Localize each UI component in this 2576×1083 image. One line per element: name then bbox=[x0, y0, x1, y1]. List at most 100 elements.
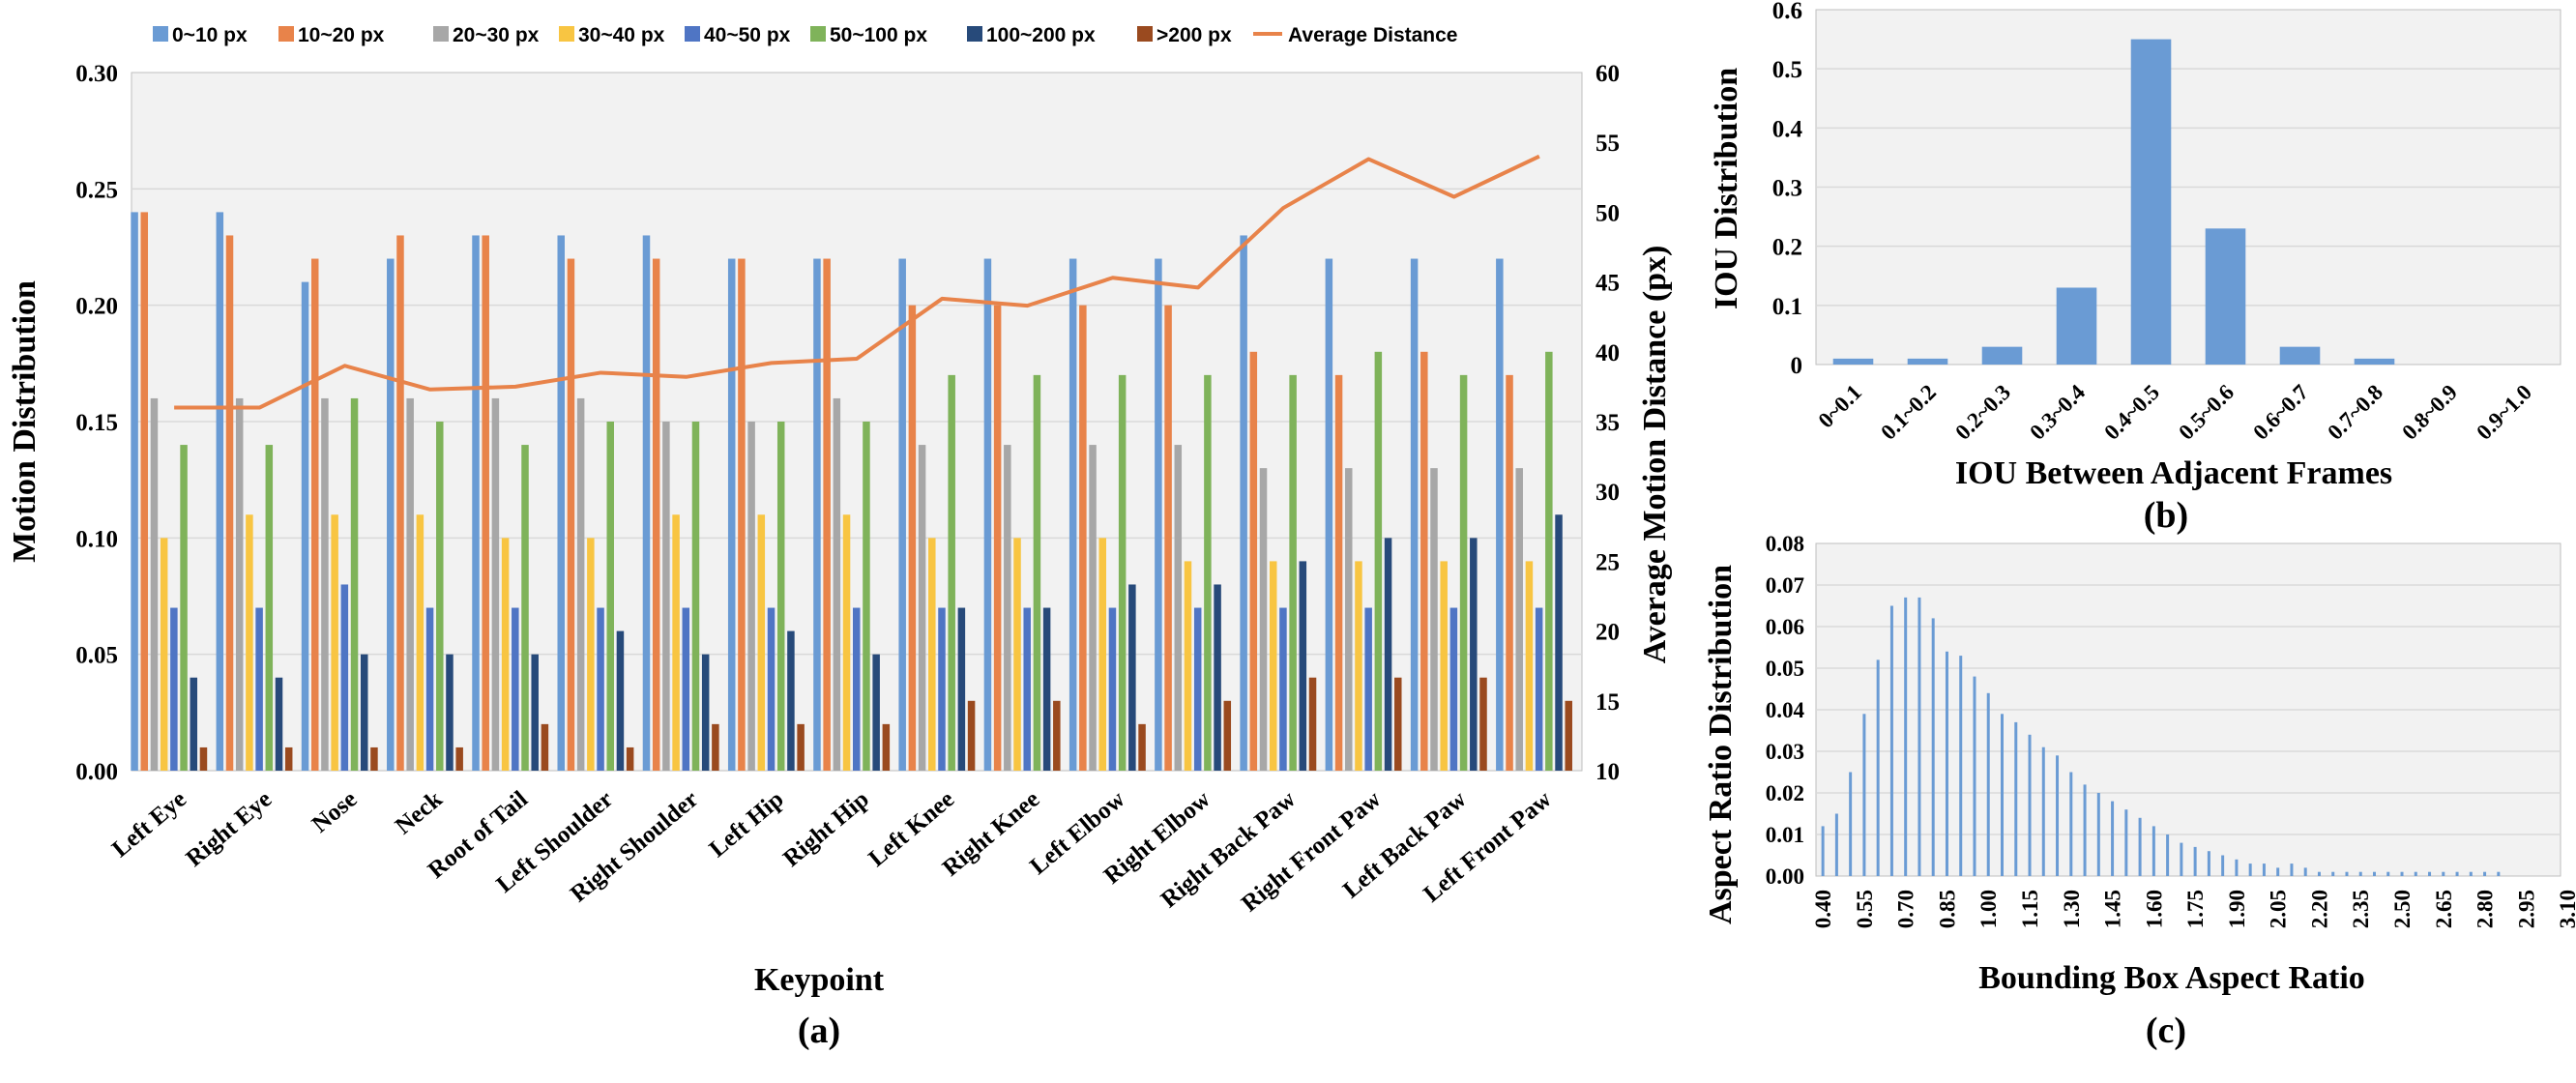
bar-100-200-px bbox=[1299, 561, 1307, 771]
bar-30-40-px bbox=[501, 538, 510, 771]
legend-swatch bbox=[1137, 26, 1153, 42]
legend-label: 10~20 px bbox=[298, 24, 385, 46]
bar-40-50-px bbox=[1364, 607, 1372, 771]
bar-100-200-px bbox=[1214, 584, 1221, 771]
x-tick-label: 0.5~0.6 bbox=[2174, 380, 2239, 445]
x-tick-label: Nose bbox=[307, 786, 363, 838]
bar-50-100-px bbox=[1118, 374, 1127, 771]
bar-30-40-px bbox=[842, 514, 851, 771]
bar-100-200-px bbox=[701, 654, 710, 771]
bar-30-40-px bbox=[1440, 561, 1448, 771]
bar-100-200-px bbox=[1470, 538, 1478, 771]
legend-swatch bbox=[967, 26, 982, 42]
y2-tick-label: 30 bbox=[1595, 480, 1620, 506]
y-tick-label: 0.00 bbox=[1766, 864, 1804, 889]
bar bbox=[1945, 651, 1948, 876]
bar bbox=[2083, 784, 2087, 876]
y2-tick-label: 10 bbox=[1595, 759, 1620, 785]
x-tick-label: 0.55 bbox=[1853, 890, 1877, 928]
legend-swatch bbox=[278, 26, 294, 42]
bar--200-px bbox=[1308, 677, 1317, 771]
panel-b-xlabel: IOU Between Adjacent Frames bbox=[1955, 455, 2392, 491]
bar--200-px bbox=[1565, 700, 1572, 771]
bar-0-10-px bbox=[131, 212, 138, 771]
bar bbox=[1849, 772, 1853, 876]
panel-b-bars bbox=[1832, 39, 2395, 365]
bar-10-20-px bbox=[823, 258, 831, 771]
bar bbox=[1931, 618, 1935, 876]
panel-c: 0.00 0.01 0.02 0.03 0.04 0.05 0.06 0.07 0.08 0.4… bbox=[1703, 532, 2576, 1051]
bar--200-px bbox=[712, 723, 719, 771]
bar-50-100-px bbox=[1289, 374, 1297, 771]
x-tick-label: 0~0.1 bbox=[1813, 380, 1866, 433]
x-tick-label: 2.35 bbox=[2349, 890, 2373, 928]
y-tick-label: 0.07 bbox=[1766, 573, 1804, 598]
bar-0-0-1 bbox=[1832, 358, 1874, 365]
x-tick-label: 0.2~0.3 bbox=[1950, 380, 2015, 445]
y-tick-label: 0.06 bbox=[1766, 615, 1804, 639]
y2-tick-label: 50 bbox=[1595, 200, 1620, 226]
bar bbox=[2001, 714, 2004, 876]
bar-30-40-px bbox=[246, 514, 253, 771]
bar bbox=[2455, 871, 2459, 876]
x-tick-label: 0.70 bbox=[1894, 890, 1918, 928]
panel-a: 0.00 0.05 0.10 0.15 0.20 0.25 0.30 10 15 20 25 30 3… bbox=[7, 24, 1673, 1051]
bar bbox=[2028, 734, 2032, 876]
bar-10-20-px bbox=[225, 235, 234, 771]
bar-40-50-px bbox=[1108, 607, 1117, 771]
y2-tick-label: 15 bbox=[1595, 689, 1620, 716]
bar bbox=[2442, 871, 2445, 876]
bar-10-20-px bbox=[140, 212, 149, 771]
bar-20-30-px bbox=[662, 422, 670, 771]
bar-50-100-px bbox=[436, 422, 444, 771]
bar-0-10-px bbox=[1496, 258, 1504, 771]
bar--200-px bbox=[1394, 677, 1402, 771]
bar-0-10-px bbox=[1410, 258, 1419, 771]
bar-50-100-px bbox=[265, 445, 274, 771]
bar bbox=[2041, 746, 2045, 876]
x-tick-label: 0.4~0.5 bbox=[2099, 380, 2164, 445]
bar bbox=[2056, 755, 2060, 876]
bar-20-30-px bbox=[1004, 445, 1011, 771]
bar-40-50-px bbox=[170, 607, 178, 771]
bar-0-1-0-2 bbox=[1907, 358, 1948, 365]
bar-40-50-px bbox=[767, 607, 776, 771]
bar-10-20-px bbox=[1079, 305, 1087, 771]
bar bbox=[2469, 871, 2473, 876]
bar bbox=[2262, 863, 2266, 876]
y2-tick-label: 20 bbox=[1595, 620, 1620, 646]
bar--200-px bbox=[455, 746, 463, 771]
bar-10-20-px bbox=[1249, 351, 1258, 771]
bar bbox=[1889, 605, 1893, 876]
bar-30-40-px bbox=[160, 538, 168, 771]
bar-100-200-px bbox=[1384, 538, 1392, 771]
bar bbox=[2386, 871, 2390, 876]
bar-40-50-px bbox=[1535, 607, 1543, 771]
bar-30-40-px bbox=[1355, 561, 1362, 771]
x-tick-label: 0.8~0.9 bbox=[2397, 380, 2462, 445]
bar-100-200-px bbox=[531, 654, 539, 771]
bar-20-30-px bbox=[406, 397, 414, 771]
y-tick-label: 0.2 bbox=[1772, 235, 1802, 261]
x-tick-label: Left Hip bbox=[705, 786, 789, 863]
x-tick-label: 0.1~0.2 bbox=[1876, 380, 1941, 445]
bar bbox=[2193, 846, 2197, 876]
bar-30-40-px bbox=[331, 514, 338, 771]
bar bbox=[2235, 859, 2239, 876]
bar bbox=[2345, 871, 2349, 876]
panel-b-label: (b) bbox=[2144, 495, 2188, 536]
bar-10-20-px bbox=[482, 235, 489, 771]
bar bbox=[2428, 871, 2432, 876]
legend-label: >200 px bbox=[1156, 24, 1232, 46]
bar-20-30-px bbox=[1174, 445, 1183, 771]
bar-10-20-px bbox=[738, 258, 746, 771]
bar-100-200-px bbox=[1555, 514, 1563, 771]
bar-100-200-px bbox=[872, 654, 880, 771]
bar-20-30-px bbox=[1089, 445, 1097, 771]
y-tick-label: 0.30 bbox=[75, 61, 118, 87]
y-tick-label: 0 bbox=[1791, 353, 1803, 379]
bar-100-200-px bbox=[275, 677, 283, 771]
y-tick-label: 0.5 bbox=[1772, 57, 1802, 83]
bar--200-px bbox=[797, 723, 805, 771]
panel-a-y2label: Average Motion Distance (px) bbox=[1637, 246, 1673, 664]
